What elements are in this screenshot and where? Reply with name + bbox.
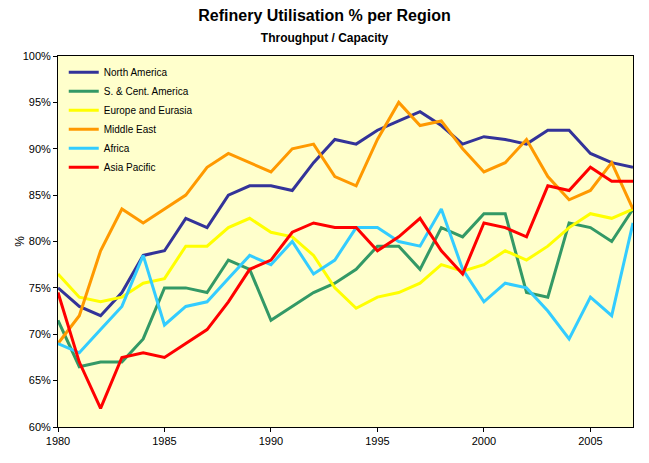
svg-text:85%: 85% <box>29 189 51 201</box>
svg-text:Africa: Africa <box>104 143 130 154</box>
svg-text:1980: 1980 <box>46 435 70 447</box>
svg-text:Refinery Utilisation % per Reg: Refinery Utilisation % per RegionThrough… <box>198 7 450 45</box>
svg-text:Europe and Eurasia: Europe and Eurasia <box>104 105 193 116</box>
svg-text:%: % <box>13 236 27 247</box>
svg-text:2000: 2000 <box>472 435 496 447</box>
svg-text:75%: 75% <box>29 282 51 294</box>
svg-text:95%: 95% <box>29 96 51 108</box>
svg-text:2005: 2005 <box>578 435 602 447</box>
svg-text:S. & Cent. America: S. & Cent. America <box>104 86 189 97</box>
svg-text:65%: 65% <box>29 374 51 386</box>
svg-text:1985: 1985 <box>152 435 176 447</box>
svg-text:1995: 1995 <box>365 435 389 447</box>
svg-text:80%: 80% <box>29 235 51 247</box>
svg-text:North America: North America <box>104 67 168 78</box>
svg-text:Asia Pacific: Asia Pacific <box>104 162 156 173</box>
svg-text:70%: 70% <box>29 328 51 340</box>
svg-text:Middle East: Middle East <box>104 124 156 135</box>
svg-text:60%: 60% <box>29 421 51 433</box>
svg-text:1990: 1990 <box>259 435 283 447</box>
svg-text:100%: 100% <box>23 50 51 62</box>
svg-text:90%: 90% <box>29 143 51 155</box>
